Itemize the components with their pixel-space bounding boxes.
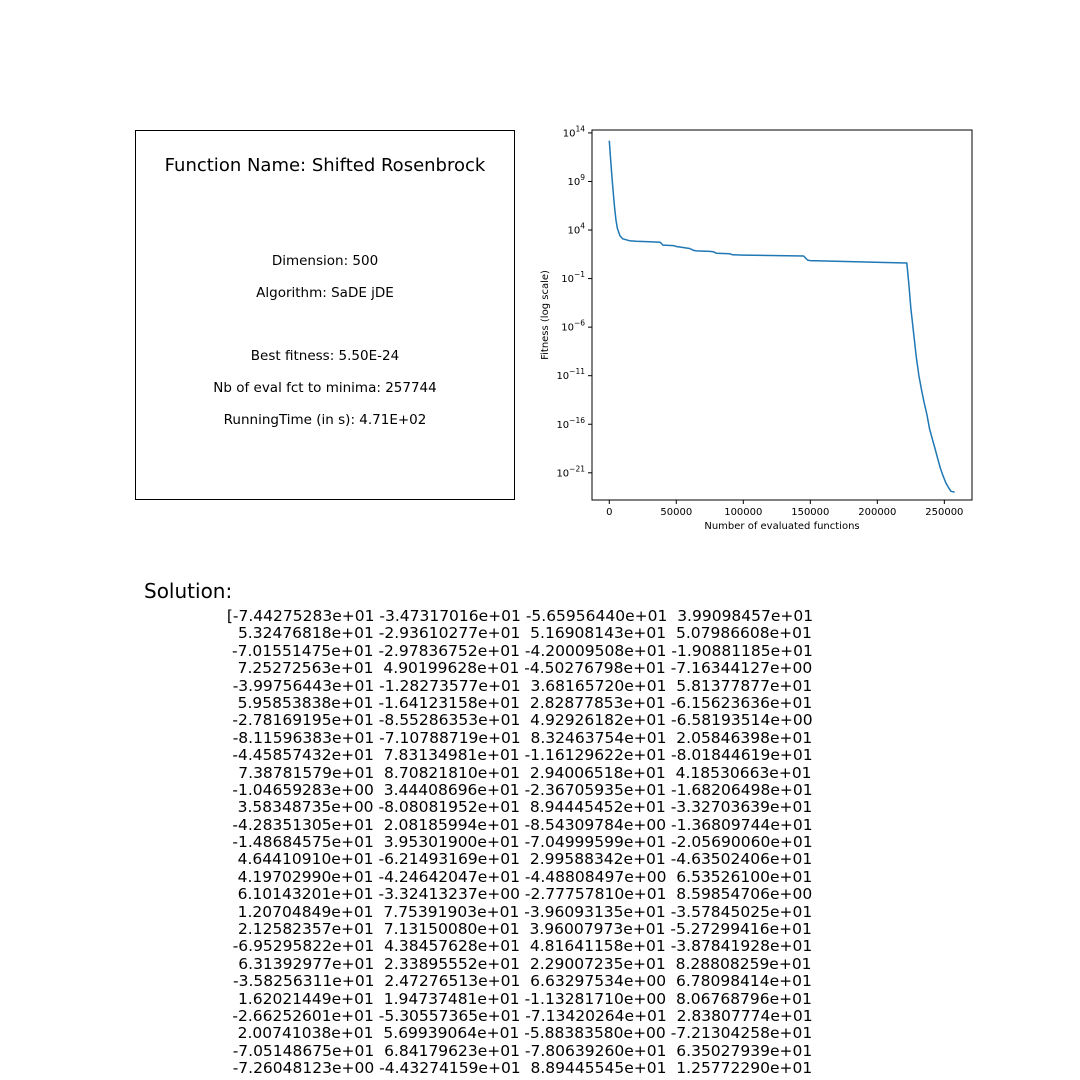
solution-line: 6.10143201e+01 -3.32413237e+00 -2.777578… — [227, 885, 813, 904]
solution-line: 4.64410910e+01 -6.21493169e+01 2.9958834… — [227, 850, 813, 869]
running-time-label: RunningTime (in s): 4.71E+02 — [223, 412, 427, 428]
y-tick-label: 10−6 — [561, 319, 585, 334]
y-tick-exponent: 14 — [575, 124, 585, 133]
solution-line: 5.95853838e+01 -1.64123158e+01 2.8287785… — [227, 693, 813, 712]
y-tick-base: 10 — [556, 420, 569, 431]
y-tick-label: 10−21 — [556, 464, 585, 479]
solution-line: -8.11596383e+01 -7.10788719e+01 8.324637… — [227, 728, 813, 747]
solution-line: 3.58348735e+00 -8.08081952e+01 8.9444545… — [227, 798, 813, 817]
solution-line: 1.62021449e+01 1.94737481e+01 -1.1328171… — [228, 989, 812, 1008]
y-tick-label: 1014 — [563, 124, 586, 139]
y-tick-label: 109 — [567, 173, 585, 188]
y-tick-base: 10 — [567, 177, 580, 188]
solution-line: -2.78169195e+01 -8.55286353e+01 4.929261… — [227, 711, 813, 730]
solution-line: 2.12582357e+01 7.13150080e+01 3.96007973… — [228, 920, 812, 939]
y-axis-label: Fitness (log scale) — [540, 270, 551, 360]
y-tick-label: 104 — [567, 222, 585, 237]
info-panel: Function Name: Shifted Rosenbrock Dimens… — [135, 130, 515, 500]
fitness-line — [608, 140, 955, 493]
solution-line: -7.26048123e+00 -4.43274159e+01 8.894455… — [227, 1059, 813, 1078]
solution-line: 7.25272563e+01 4.90199628e+01 -4.5027679… — [227, 659, 813, 678]
x-tick-label: 0 — [606, 507, 612, 518]
solution-line: -4.45857432e+01 7.83134981e+01 -1.161296… — [227, 746, 813, 765]
solution-line: -3.58256311e+01 2.47276513e+01 6.6329753… — [228, 972, 812, 991]
solution-line: -7.01551475e+01 -2.97836752e+01 -4.20009… — [227, 641, 813, 660]
solution-line: -6.95295822e+01 4.38457628e+01 4.8164115… — [227, 937, 813, 956]
y-tick-label: 10−1 — [561, 270, 585, 285]
y-tick-base: 10 — [561, 323, 574, 334]
x-tick-label: 50000 — [660, 507, 692, 518]
x-tick-label: 200000 — [858, 507, 896, 518]
solution-line: [-7.44275283e+01 -3.47317016e+01 -5.6595… — [226, 607, 814, 625]
solution-title: Solution: — [144, 579, 233, 603]
y-tick-base: 10 — [561, 274, 574, 285]
y-tick-exponent: −1 — [574, 270, 585, 279]
y-tick-exponent: −16 — [569, 416, 585, 425]
solution-line: -3.99756443e+01 -1.28273577e+01 3.681657… — [227, 676, 813, 695]
fitness-chart: 0 50000 100000 150000 200000 2500001014109104… — [540, 124, 973, 532]
function-name-label: Function Name: Shifted Rosenbrock — [164, 155, 486, 176]
y-tick-exponent: −6 — [574, 319, 585, 328]
x-tick-label: 250000 — [925, 507, 963, 518]
x-axis-label: Number of evaluated functions — [704, 521, 859, 532]
algorithm-label: Algorithm: SaDE jDE — [256, 285, 394, 301]
y-tick-label: 10−11 — [556, 367, 585, 382]
best-fitness-label: Best fitness: 5.50E-24 — [250, 348, 400, 364]
solution-line: -1.48684575e+01 3.95301900e+01 -7.049995… — [227, 833, 813, 852]
solution-line: 2.00741038e+01 5.69939064e+01 -5.8838358… — [227, 1024, 813, 1043]
solution-line: 4.19702990e+01 -4.24642047e+01 -4.488084… — [227, 867, 813, 886]
y-tick-exponent: −11 — [569, 367, 585, 376]
solution-line: -4.28351305e+01 2.08185994e+01 -8.543097… — [227, 815, 813, 834]
solution-line: -2.66252601e+01 -5.30557365e+01 -7.13420… — [227, 1006, 813, 1025]
y-tick-label: 10−16 — [556, 416, 585, 431]
solution-line: 6.31392977e+01 2.33895552e+01 2.29007235… — [228, 954, 812, 973]
plot-frame — [591, 129, 973, 501]
y-tick-base: 10 — [556, 371, 569, 382]
y-tick-base: 10 — [567, 226, 580, 237]
nb-eval-label: Nb of eval fct to minima: 257744 — [213, 380, 437, 396]
solution-line: 5.32476818e+01 -2.93610277e+01 5.1690814… — [228, 624, 812, 643]
solution-line: 1.20704849e+01 7.75391903e+01 -3.9609313… — [227, 902, 813, 921]
solution-vector: [-7.44275283e+01 -3.47317016e+01 -5.6595… — [150, 607, 890, 1078]
solution-line: 7.38781579e+01 8.70821810e+01 2.94006518… — [228, 763, 812, 782]
x-tick-label: 100000 — [724, 507, 762, 518]
dimension-label: Dimension: 500 — [271, 253, 379, 269]
solution-line: -1.04659283e+00 3.44408696e+01 -2.367059… — [227, 780, 813, 799]
y-tick-exponent: −21 — [569, 464, 585, 473]
solution-line: -7.05148675e+01 6.84179623e+01 -7.806392… — [227, 1041, 813, 1060]
y-tick-base: 10 — [563, 128, 576, 139]
y-tick-exponent: 9 — [580, 173, 585, 182]
y-tick-exponent: 4 — [580, 222, 585, 231]
y-tick-base: 10 — [556, 468, 569, 479]
x-tick-label: 150000 — [791, 507, 829, 518]
